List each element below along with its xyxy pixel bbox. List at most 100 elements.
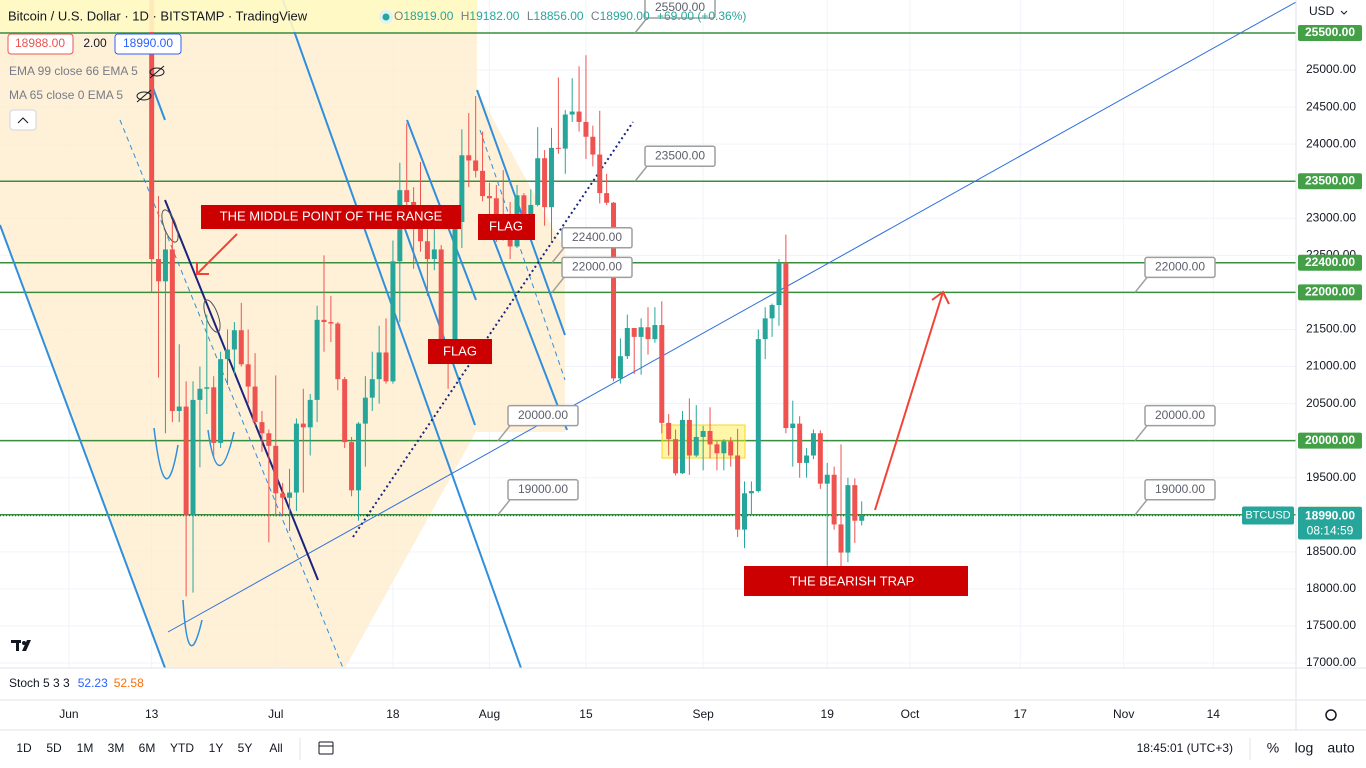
candle-body <box>349 442 355 491</box>
percent-toggle[interactable]: % <box>1267 740 1279 756</box>
eye-icon[interactable] <box>149 65 165 79</box>
currency[interactable]: USD <box>1309 4 1335 18</box>
dotted-line <box>352 121 634 538</box>
range-button[interactable]: 5Y <box>238 741 253 755</box>
bid: 18988.00 <box>15 36 65 50</box>
buy-box[interactable] <box>114 33 182 55</box>
ohlc-key: L <box>527 9 534 23</box>
callout-box <box>507 404 579 427</box>
ellipse <box>161 209 179 243</box>
candle-body <box>169 249 175 412</box>
level-badge <box>1298 432 1362 449</box>
stoch-title: Stoch 5 3 3 52.23 52.58 <box>9 676 144 690</box>
candle-body <box>831 474 837 525</box>
range-button[interactable]: 6M <box>139 741 156 755</box>
eye-icon[interactable] <box>136 89 152 103</box>
candle-body <box>686 419 692 456</box>
range-button[interactable]: 1Y <box>209 741 224 755</box>
candle-body <box>245 364 251 387</box>
x-tick-label: 18 <box>386 707 400 721</box>
range-button[interactable]: 1D <box>16 741 32 755</box>
log-toggle[interactable]: log <box>1295 740 1314 756</box>
auto-toggle[interactable]: auto <box>1327 740 1354 756</box>
candle-body <box>197 388 203 400</box>
range-button[interactable]: 3M <box>108 741 125 755</box>
candle-body <box>521 195 527 222</box>
arrow <box>874 291 944 511</box>
annotation: THE BEARISH TRAP <box>790 573 915 588</box>
range-button[interactable]: 5D <box>46 741 62 755</box>
candle-body <box>328 322 334 324</box>
price-axis[interactable] <box>1296 0 1366 730</box>
collapse-button[interactable] <box>9 109 37 131</box>
range-button[interactable]: YTD <box>170 741 194 755</box>
candle-body <box>307 399 313 428</box>
callout-label: 20000.00 <box>1155 408 1205 422</box>
indicator[interactable]: EMA 99 close 66 EMA 5 <box>9 64 138 78</box>
candle-body <box>466 155 472 161</box>
x-tick-label: 13 <box>145 707 159 721</box>
header-bg <box>0 0 477 32</box>
candle-body <box>562 114 568 149</box>
candle-body <box>583 121 589 137</box>
last-price-badge <box>1298 507 1362 540</box>
candle-body <box>335 323 341 380</box>
candle-body <box>604 193 610 203</box>
countdown: 08:14:59 <box>1307 524 1354 538</box>
clock[interactable]: 18:45:01 (UTC+3) <box>1137 741 1233 755</box>
candle-body <box>300 423 306 428</box>
settings-icon[interactable] <box>1325 709 1337 721</box>
change: +69.00 (+0.36%) <box>657 9 746 23</box>
callout-pointer <box>634 17 648 34</box>
candle-body <box>700 431 706 437</box>
arrow-head <box>931 290 950 305</box>
candle-body <box>149 0 155 260</box>
candle-body <box>624 327 630 357</box>
chevron <box>17 117 29 124</box>
x-tick-label: 19 <box>821 707 835 721</box>
candle-body <box>790 423 796 429</box>
symbol-title[interactable]: Bitcoin / U.S. Dollar · 1D · BITSTAMP · … <box>8 8 308 23</box>
range-button[interactable]: All <box>269 741 282 755</box>
symbol-tag-label: BTCUSD <box>1245 509 1290 521</box>
range-button[interactable]: 1M <box>77 741 94 755</box>
callout-label: 22400.00 <box>572 230 622 244</box>
ohlc-value: 19182.00 <box>469 9 519 23</box>
candle-body <box>597 154 603 194</box>
candle-body <box>404 190 410 202</box>
candle-body <box>693 436 699 456</box>
candle-body <box>810 433 816 456</box>
candle-body <box>673 439 679 474</box>
callout-label: 19000.00 <box>518 482 568 496</box>
candle-body <box>817 433 823 484</box>
status-dot <box>382 13 390 21</box>
logo <box>11 640 31 651</box>
callout-label: 19000.00 <box>1155 482 1205 496</box>
y-tick-label: 25000.00 <box>1306 62 1356 76</box>
candle-body <box>480 170 486 197</box>
ohlc-value: 18856.00 <box>534 9 584 23</box>
calendar-icon[interactable] <box>318 741 334 755</box>
ohlc-key: O <box>394 9 403 23</box>
callout-pointer <box>634 165 648 182</box>
curve <box>182 599 203 647</box>
candle-body <box>231 330 237 350</box>
candle-body <box>287 492 293 498</box>
level-badge <box>1298 284 1362 301</box>
callout-label: 22000.00 <box>1155 260 1205 274</box>
callout-pointer <box>497 499 511 516</box>
last-price-label: 18990.00 <box>1305 509 1355 523</box>
sell-box[interactable] <box>7 33 74 55</box>
indicator[interactable]: MA 65 close 0 EMA 5 <box>9 88 123 102</box>
y-tick-label: 24000.00 <box>1306 136 1356 150</box>
level-badge <box>1298 24 1362 41</box>
annotation: FLAG <box>443 343 477 358</box>
y-tick-label: 18500.00 <box>1306 544 1356 558</box>
x-tick-label: 15 <box>579 707 593 721</box>
candle-body <box>548 147 554 208</box>
candle-body <box>252 386 258 423</box>
callouts: 25500.00 23500.00 22400.00 22000.00 20000.00… <box>497 0 1216 516</box>
callout-box <box>644 145 716 167</box>
candle-body <box>797 423 803 463</box>
candle-body <box>679 419 685 474</box>
